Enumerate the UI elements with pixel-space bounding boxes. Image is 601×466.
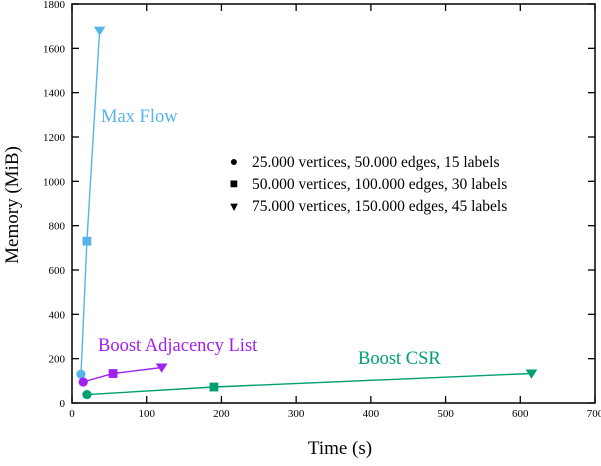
data-point-square-boost-adjacency-list [108, 369, 118, 378]
series-line-boost-adjacency-list [83, 366, 162, 383]
legend-entry-square: ■ 50.000 vertices, 100.000 edges, 30 lab… [224, 174, 508, 196]
circle-marker-icon: ● [229, 155, 239, 170]
x-tick-label: 300 [288, 408, 305, 420]
x-tick-label: 100 [138, 408, 155, 420]
data-point-circle-boost-csr [82, 389, 92, 400]
legend-entry-label: 75.000 vertices, 150.000 edges, 45 label… [252, 198, 508, 215]
plot-border [71, 3, 596, 404]
y-tick-label: 1600 [43, 43, 66, 55]
y-tick-label: 600 [49, 265, 66, 277]
y-tick-label: 1200 [43, 132, 66, 144]
data-point-triangle-down-boost-csr [525, 369, 538, 379]
y-tick-label: 0 [60, 398, 66, 410]
y-tick-label: 1000 [43, 176, 66, 188]
data-point-square-max-flow [82, 236, 92, 246]
square-marker-icon: ■ [229, 177, 239, 192]
x-axis-label: Time (s) [307, 438, 373, 459]
y-tick-label: 800 [49, 221, 66, 233]
data-point-circle-boost-adjacency-list [78, 377, 88, 387]
x-tick-label: 400 [363, 408, 380, 420]
data-point-square-boost-csr [209, 382, 219, 392]
x-tick-label: 200 [213, 408, 230, 420]
data-point-triangle-down-boost-adjacency-list [155, 363, 168, 373]
y-tick-label: 200 [49, 354, 66, 366]
legend-entry-label: 50.000 vertices, 100.000 edges, 30 label… [252, 176, 508, 193]
series-label-boost-adjacency-list: Boost Adjacency List [98, 336, 258, 356]
series-line-boost-csr [86, 372, 532, 396]
data-point-circle-max-flow [76, 369, 86, 379]
x-tick-label: 700 [587, 408, 601, 420]
triangle-down-marker-icon: ▼ [227, 199, 241, 214]
x-tick-label: 0 [69, 408, 75, 420]
y-axis-label: Memory (MiB) [2, 146, 23, 264]
y-tick-label: 400 [49, 309, 66, 321]
legend-entry-triangle: ▼ 75.000 vertices, 150.000 edges, 45 lab… [224, 196, 508, 218]
y-tick-label: 1800 [43, 0, 66, 11]
y-tick-label: 1400 [43, 88, 66, 100]
data-point-triangle-down-max-flow [93, 26, 106, 36]
x-tick-label: 600 [512, 408, 529, 420]
series-label-max-flow: Max Flow [101, 107, 178, 127]
series-label-boost-csr: Boost CSR [358, 349, 441, 369]
x-tick-label: 500 [437, 408, 454, 420]
legend-entry-circle: ● 25.000 vertices, 50.000 edges, 15 labe… [224, 152, 507, 174]
series-line-max-flow [80, 30, 101, 375]
legend: ● 25.000 vertices, 50.000 edges, 15 labe… [224, 152, 508, 218]
legend-entry-label: 25.000 vertices, 50.000 edges, 15 labels [252, 154, 500, 171]
